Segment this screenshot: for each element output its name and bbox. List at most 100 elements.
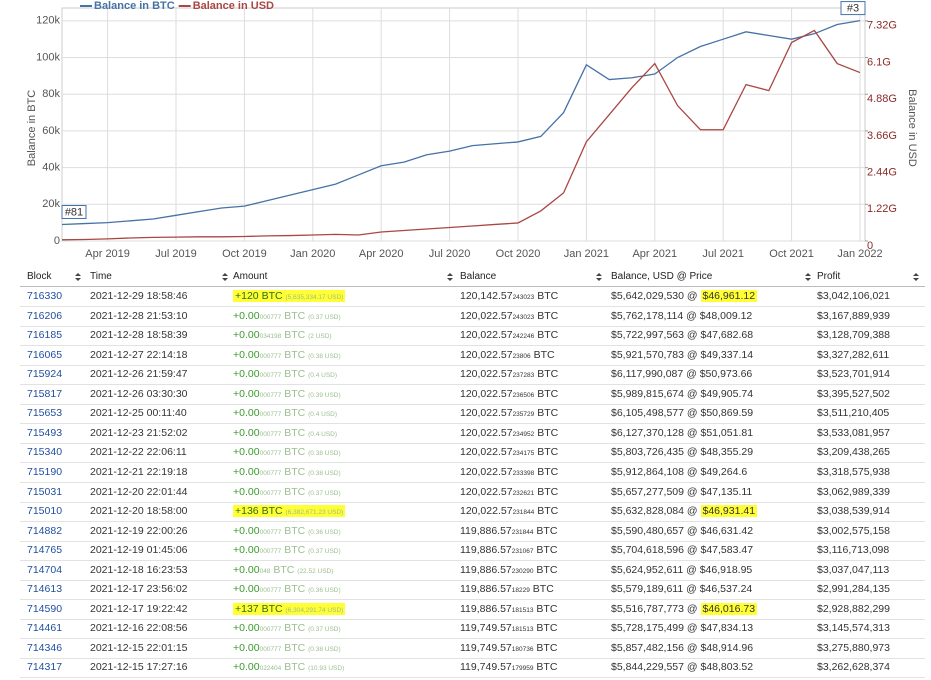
time: 2021-12-28 18:58:39: [90, 329, 188, 342]
block-link[interactable]: 714346: [27, 641, 63, 654]
balance-digits: 181513: [511, 626, 534, 634]
table-row: 714882 2021-12-19 22:00:26 +0.00000777 BTC…: [20, 522, 925, 542]
time: 2021-12-28 21:53:10: [90, 309, 188, 322]
table-cell: +0.00000777 BTC (0.38 USD): [233, 463, 341, 482]
time: 2021-12-26 21:59:47: [90, 368, 188, 381]
amount-unit: BTC: [284, 583, 306, 596]
balance-digits: 242246: [512, 333, 535, 341]
table-cell: 120,022.57242246 BTC: [460, 326, 558, 345]
table-cell: 119,749.57179959 BTC: [460, 658, 557, 677]
table-cell: 714613: [27, 580, 62, 599]
block-link[interactable]: 715010: [27, 505, 63, 518]
table-cell: +0.00000777 BTC (0.38 USD): [233, 639, 341, 658]
legend-label: Balance in BTC: [94, 0, 175, 12]
table-cell: $5,989,815,674 @ $49,905.74: [611, 385, 753, 404]
block-link[interactable]: 716330: [27, 290, 63, 302]
block-link[interactable]: 715340: [27, 446, 63, 459]
balance-usd: $5,642,029,530 @: [611, 290, 698, 302]
y-tick-label: 20k: [42, 198, 60, 210]
balance-usd: $5,722,997,563 @: [611, 329, 698, 342]
column-header[interactable]: Time: [90, 271, 112, 282]
block-link[interactable]: 714461: [27, 622, 63, 635]
block-link[interactable]: 716206: [27, 309, 63, 322]
table-cell: $5,762,178,114 @ $48,009.12: [611, 307, 752, 326]
balance-unit: BTC: [536, 661, 558, 674]
block-link[interactable]: 714704: [27, 563, 63, 576]
balance-digits: 243023: [512, 294, 535, 301]
price: $47,834.13: [700, 622, 754, 635]
price: $48,914.96: [700, 641, 754, 654]
balance-digits: 236506: [512, 391, 535, 399]
table-cell: 2021-12-25 00:11:40: [90, 404, 187, 423]
table-cell: 715340: [27, 443, 62, 462]
block-link[interactable]: 714765: [27, 544, 63, 557]
y-axis-title: Balance in BTC: [26, 90, 38, 166]
amount: +0.00: [233, 544, 260, 557]
table-cell: 715010: [27, 502, 62, 521]
table-cell: +0.00000777 BTC (0.37 USD): [233, 619, 341, 638]
amount-unit: BTC: [284, 446, 306, 459]
price: $51,051.81: [700, 426, 754, 439]
balance: 119,886.57: [460, 602, 512, 615]
amount: +120 BTC: [235, 290, 283, 302]
amount: +0.00: [233, 309, 260, 322]
table-row: 715924 2021-12-26 21:59:47 +0.00000777 BTC…: [20, 365, 925, 386]
column-header[interactable]: Balance: [460, 271, 497, 282]
table-header: Block Time Amount Balance Balance, USD @ Pri…: [20, 268, 925, 287]
column-header[interactable]: Amount: [233, 271, 268, 282]
table-cell: $3,533,081,957: [817, 424, 890, 443]
table-cell: 119,886.57181513 BTC: [460, 600, 557, 619]
table-row: 716330 2021-12-29 18:58:46 +120 BTC (5,635…: [20, 287, 925, 307]
column-header[interactable]: Profit: [817, 271, 841, 282]
table-row: 714613 2021-12-17 23:56:02 +0.00000777 BTC…: [20, 580, 925, 601]
x-tick-label: Jan 2021: [564, 248, 609, 260]
y2-tick-label: 2.44G: [867, 167, 897, 179]
table-cell: $6,105,498,577 @ $50,869.59: [611, 404, 753, 423]
table-cell: $6,127,370,128 @ $51,051.81: [611, 424, 753, 443]
balance-unit: BTC: [537, 368, 559, 381]
table-cell: $3,318,575,938: [817, 463, 890, 482]
table-cell: $5,803,726,435 @ $48,355.29: [611, 443, 753, 462]
profit: $3,523,701,914: [817, 368, 890, 381]
table-row: 714317 2021-12-15 17:27:16 +0.00022404 BTC…: [20, 658, 925, 679]
block-link[interactable]: 716065: [27, 348, 63, 361]
table-cell: 120,022.57235729 BTC: [460, 404, 558, 423]
time: 2021-12-23 21:52:02: [90, 426, 188, 439]
amount-usd: (0.36 USD): [308, 528, 341, 536]
table-cell: $5,579,189,611 @ $46,537.24: [611, 580, 752, 599]
profit: $3,116,713,098: [817, 544, 890, 557]
block-link[interactable]: 716185: [27, 329, 63, 342]
time: 2021-12-19 22:00:26: [90, 524, 188, 537]
block-link[interactable]: 714317: [27, 661, 63, 674]
amount-digits: 000777: [259, 626, 282, 634]
balance-digits: 235729: [512, 411, 535, 419]
time: 2021-12-21 22:19:18: [90, 465, 188, 478]
price: $49,905.74: [700, 387, 754, 400]
table-cell: 2021-12-29 18:58:46: [90, 287, 188, 306]
y2-tick-label: 4.88G: [867, 93, 897, 105]
legend-label: Balance in USD: [193, 0, 274, 12]
block-link[interactable]: 715924: [27, 368, 63, 381]
balance: 120,142.57: [460, 290, 513, 302]
block-link[interactable]: 714590: [27, 602, 63, 615]
balance: 119,886.57: [460, 583, 512, 596]
block-link[interactable]: 715190: [27, 465, 63, 478]
amount-digits: 000777: [259, 352, 282, 360]
table-row: 714346 2021-12-15 22:01:15 +0.00000777 BTC…: [20, 639, 925, 659]
block-link[interactable]: 715031: [27, 485, 63, 498]
amount-digits: 000777: [259, 469, 282, 477]
column-header[interactable]: Block: [27, 271, 52, 282]
amount-usd: (0.38 USD): [308, 352, 341, 360]
block-link[interactable]: 715493: [27, 426, 63, 439]
column-header[interactable]: Balance, USD @ Price: [611, 271, 713, 282]
balance: 120,022.57: [460, 368, 513, 381]
table-cell: +0.00022404 BTC (10.93 USD): [233, 658, 344, 677]
block-link[interactable]: 715653: [27, 407, 63, 420]
time: 2021-12-20 22:01:44: [90, 485, 188, 498]
amount-unit: BTC: [284, 329, 306, 342]
amount-digits: 022404: [259, 665, 282, 673]
table-cell: $5,590,480,657 @ $46,631.42: [611, 522, 753, 541]
block-link[interactable]: 714882: [27, 524, 63, 537]
block-link[interactable]: 715817: [27, 387, 63, 400]
block-link[interactable]: 714613: [27, 583, 63, 596]
